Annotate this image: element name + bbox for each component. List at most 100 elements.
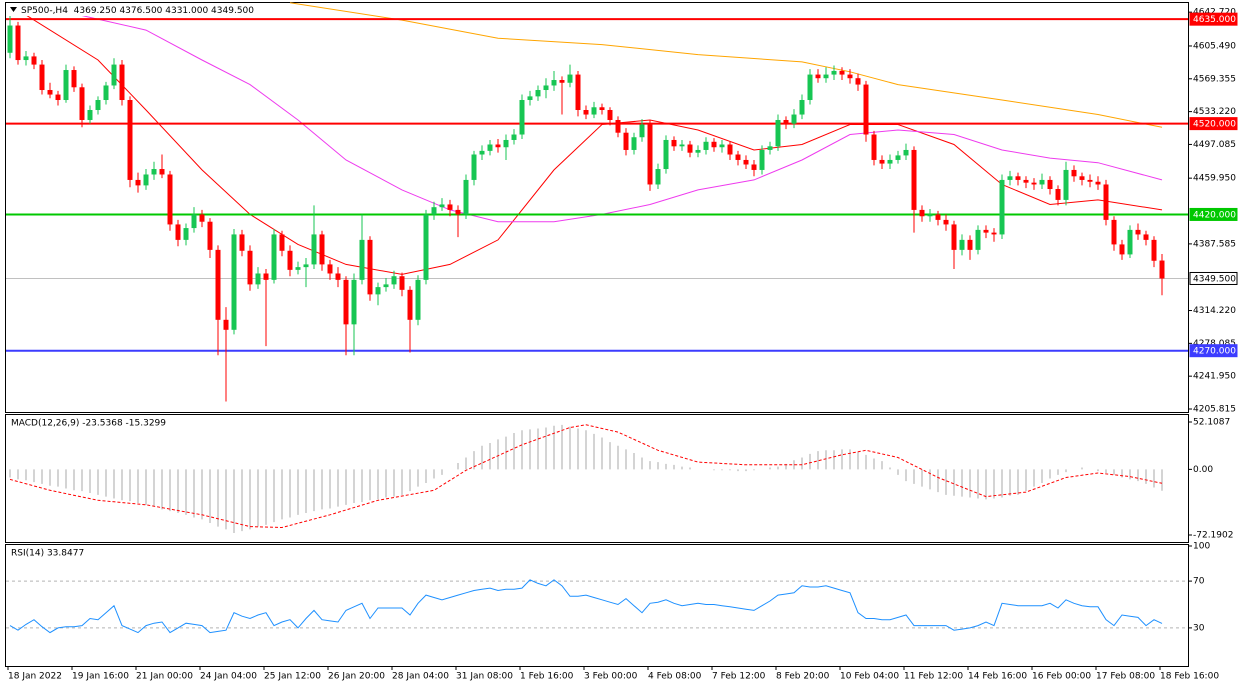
candle-body xyxy=(1119,244,1125,255)
candle-body xyxy=(895,155,901,160)
candle-body xyxy=(551,80,557,86)
candle-body xyxy=(1103,184,1109,220)
candle-body xyxy=(935,214,941,220)
candle-body xyxy=(559,80,565,83)
candle-body xyxy=(191,214,197,229)
candle-body xyxy=(215,249,221,320)
candle-body xyxy=(759,149,765,170)
candle-body xyxy=(967,239,973,250)
candle-body xyxy=(455,209,461,215)
candle-body xyxy=(1127,229,1133,255)
candle-body xyxy=(1135,229,1141,235)
candle-body xyxy=(687,144,693,153)
x-tick-label: 28 Jan 04:00 xyxy=(392,672,449,682)
candle-body xyxy=(351,279,357,325)
level-box xyxy=(1189,344,1238,358)
candle-body xyxy=(919,209,925,217)
candle-body xyxy=(959,239,965,250)
y-tick-label: 100 xyxy=(1193,542,1210,552)
y-tick-label: 4569.355 xyxy=(1193,74,1236,84)
candle-body xyxy=(855,78,861,85)
candle-body xyxy=(239,234,245,251)
y-tick-label: 4497.085 xyxy=(1193,140,1236,150)
candle-body xyxy=(103,85,109,101)
candle-body xyxy=(279,234,285,251)
candle-body xyxy=(375,287,381,295)
candle-body xyxy=(487,144,493,151)
candle-body xyxy=(783,119,789,124)
level-box xyxy=(1189,207,1238,221)
candle-body xyxy=(727,144,733,155)
candle-body xyxy=(399,276,405,290)
y-tick-label: 4605.490 xyxy=(1193,41,1236,51)
candle-body xyxy=(839,70,845,75)
candle-body xyxy=(815,74,821,79)
candle-body xyxy=(511,134,517,140)
candle-body xyxy=(1095,181,1101,185)
candle-body xyxy=(887,159,893,164)
rsi-panel-title: RSI(14) 33.8477 xyxy=(11,549,84,559)
candle-body xyxy=(1015,176,1021,180)
candle-body xyxy=(207,221,213,250)
candle-body xyxy=(447,204,453,210)
x-tick-label: 8 Feb 20:00 xyxy=(776,672,830,682)
candle-body xyxy=(527,96,533,101)
candle-body xyxy=(1087,179,1093,182)
candle-body xyxy=(471,154,477,180)
candle-body xyxy=(1071,169,1077,177)
candle-body xyxy=(407,289,413,320)
candle-body xyxy=(871,134,877,160)
candle-body xyxy=(503,139,509,148)
candle-body xyxy=(319,234,325,265)
x-tick-label: 21 Jan 00:00 xyxy=(136,672,193,682)
candle-body xyxy=(1007,176,1013,180)
x-tick-label: 10 Feb 04:00 xyxy=(840,672,899,682)
candle-body xyxy=(287,250,293,270)
candle-body xyxy=(327,264,333,274)
x-tick-label: 1 Feb 16:00 xyxy=(520,672,574,682)
price-panel-frame xyxy=(5,2,1189,413)
candle-body xyxy=(431,207,437,215)
candle-body xyxy=(631,137,637,150)
candle-body xyxy=(1151,239,1157,261)
last-price-label: 4349.500 xyxy=(1193,274,1236,284)
candle-body xyxy=(15,25,21,61)
level-box xyxy=(1189,12,1238,26)
candle-body xyxy=(463,179,469,215)
y-tick-label: 70 xyxy=(1193,577,1205,587)
candle-body xyxy=(223,319,229,330)
candle-body xyxy=(679,144,685,147)
x-tick-label: 31 Jan 08:00 xyxy=(456,672,513,682)
candle-body xyxy=(367,239,373,295)
candle-body xyxy=(7,25,13,53)
y-tick-label: 4642.720 xyxy=(1193,8,1236,18)
x-tick-label: 19 Jan 16:00 xyxy=(72,672,129,682)
candle-body xyxy=(543,85,549,91)
candle-body xyxy=(735,154,741,160)
candle-body xyxy=(975,229,981,250)
candle-body xyxy=(39,64,45,91)
candle-body xyxy=(255,273,261,285)
candle-body xyxy=(943,219,949,225)
candle-body xyxy=(519,100,525,135)
x-tick-label: 18 Feb 16:00 xyxy=(1160,672,1219,682)
candle-body xyxy=(343,279,349,325)
moving-average-line xyxy=(289,2,1163,128)
candle-body xyxy=(119,64,125,101)
candle-body xyxy=(335,273,341,280)
x-tick-label: 26 Jan 20:00 xyxy=(328,672,385,682)
candle-body xyxy=(599,107,605,110)
candle-body xyxy=(663,139,669,170)
candle-body xyxy=(879,159,885,164)
level-label: 4270.000 xyxy=(1193,347,1236,357)
candle-body xyxy=(303,264,309,268)
candle-body xyxy=(575,74,581,110)
x-tick-label: 4 Feb 08:00 xyxy=(648,672,702,682)
candle-body xyxy=(23,56,29,61)
symbol-menu-icon[interactable] xyxy=(10,7,17,12)
candle-body xyxy=(95,100,101,110)
y-tick-label: 4241.950 xyxy=(1193,372,1236,382)
candle-body xyxy=(951,224,957,250)
